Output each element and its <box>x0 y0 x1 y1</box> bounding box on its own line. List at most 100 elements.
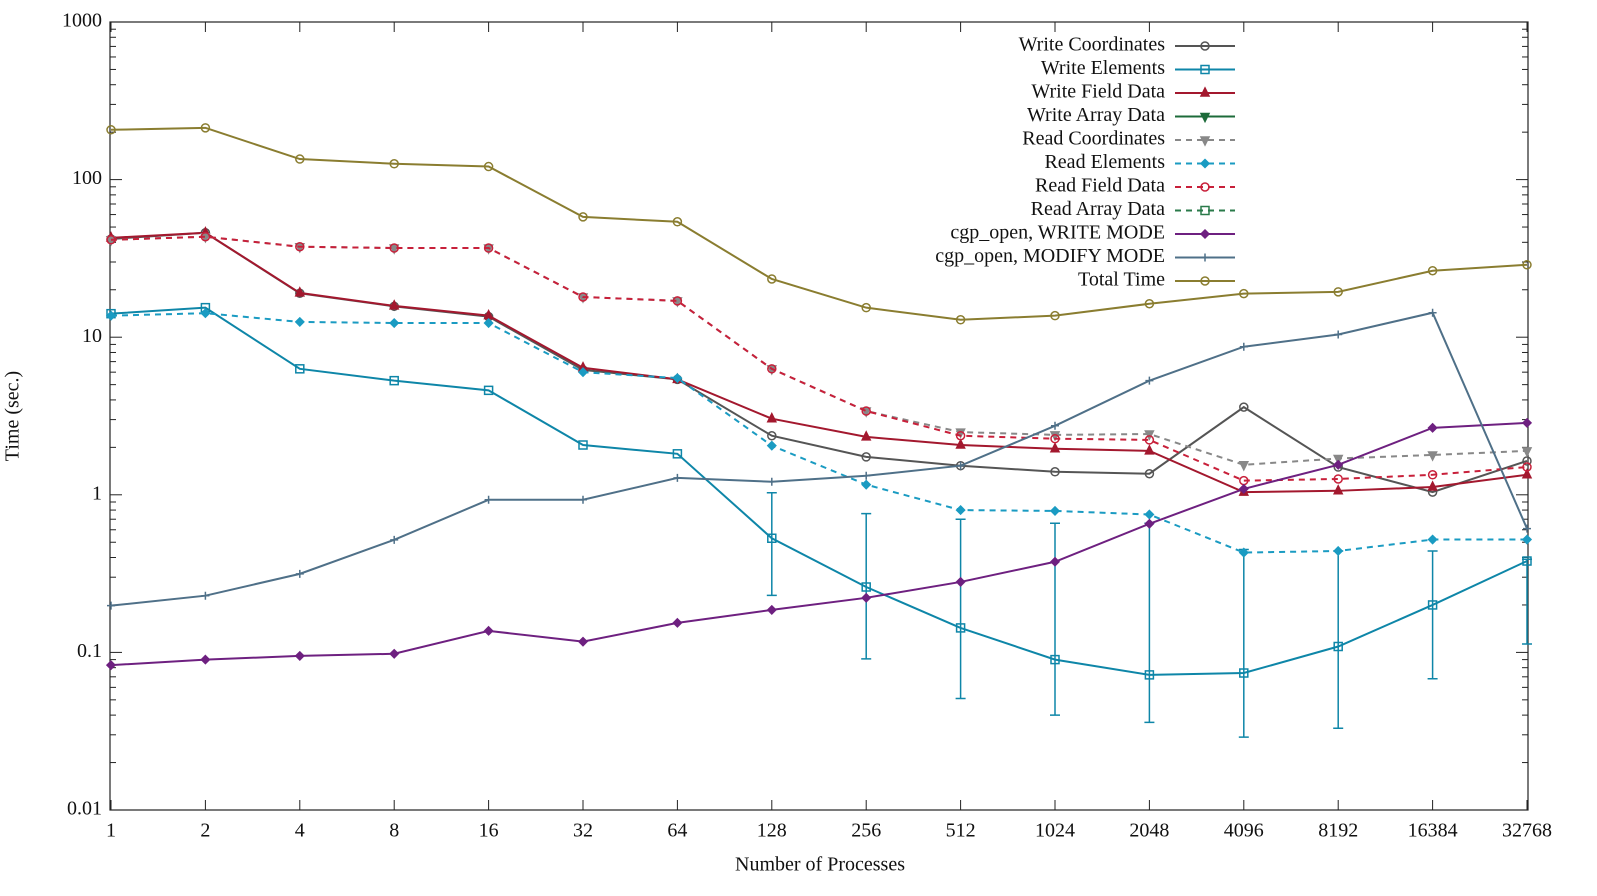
marker <box>1201 253 1209 262</box>
marker <box>200 123 211 133</box>
y-tick-label: 100 <box>72 167 102 189</box>
marker <box>1200 182 1210 192</box>
marker <box>107 601 115 610</box>
error-bar <box>1522 558 1532 645</box>
marker <box>389 243 399 253</box>
marker <box>1427 266 1438 276</box>
error-bar <box>1333 550 1344 730</box>
legend-label: Total Time <box>1078 269 1165 291</box>
marker <box>672 296 683 306</box>
marker <box>200 308 211 319</box>
marker <box>861 452 871 462</box>
marker <box>766 440 777 451</box>
series <box>106 231 1532 486</box>
marker <box>1049 442 1061 453</box>
x-tick-label: 512 <box>946 820 976 842</box>
marker <box>105 310 117 321</box>
marker <box>483 308 494 320</box>
marker <box>1050 654 1060 665</box>
marker <box>295 364 305 374</box>
marker <box>389 648 400 659</box>
marker <box>1334 330 1343 339</box>
marker <box>672 217 683 227</box>
series-line <box>110 311 1528 607</box>
legend-label: Write Elements <box>1041 57 1165 79</box>
legend-label: Write Field Data <box>1031 81 1165 103</box>
marker <box>1051 421 1059 430</box>
legend-label: Write Coordinates <box>1019 34 1166 56</box>
legend-label: Read Array Data <box>1031 198 1166 220</box>
series-line <box>110 126 1528 321</box>
error-bar <box>1427 550 1438 680</box>
marker <box>860 430 872 441</box>
marker <box>1521 534 1533 545</box>
marker <box>1199 158 1211 169</box>
marker <box>673 473 682 482</box>
series-line <box>110 235 1528 466</box>
marker <box>767 364 777 374</box>
x-tick-label: 16384 <box>1408 820 1458 842</box>
marker <box>1144 435 1155 445</box>
error-bar <box>1144 522 1155 724</box>
marker <box>955 438 966 449</box>
series <box>105 417 1533 671</box>
marker <box>483 317 494 329</box>
marker <box>1199 136 1211 147</box>
legend-label: Write Array Data <box>1027 104 1165 126</box>
marker <box>578 212 588 222</box>
marker <box>766 604 777 615</box>
marker <box>1522 260 1532 270</box>
marker <box>955 430 966 441</box>
marker <box>389 159 399 169</box>
series <box>106 302 1532 738</box>
marker <box>1200 64 1210 75</box>
marker <box>577 367 589 378</box>
marker <box>1238 461 1250 472</box>
marker <box>1427 451 1438 462</box>
marker <box>295 569 304 578</box>
marker <box>577 636 589 647</box>
marker <box>1239 342 1248 351</box>
marker <box>201 591 210 600</box>
marker <box>1521 417 1533 428</box>
x-tick-label: 8 <box>389 820 399 842</box>
error-bar <box>766 492 777 597</box>
marker <box>767 477 776 486</box>
marker <box>1239 668 1249 678</box>
marker <box>767 274 777 284</box>
marker <box>1239 288 1249 299</box>
marker <box>483 243 494 253</box>
series <box>105 308 1533 558</box>
x-tick-label: 4096 <box>1224 820 1264 842</box>
marker <box>578 440 588 450</box>
marker <box>106 235 116 245</box>
legend-label: Read Field Data <box>1035 175 1165 197</box>
marker <box>294 316 305 327</box>
marker <box>1144 518 1155 529</box>
marker <box>1199 112 1211 124</box>
marker <box>294 650 305 661</box>
marker <box>956 461 965 470</box>
marker <box>1049 556 1061 567</box>
marker <box>1333 459 1344 470</box>
marker <box>200 654 211 665</box>
marker <box>1200 276 1210 286</box>
marker <box>579 495 587 504</box>
marker <box>294 286 306 297</box>
marker <box>1333 474 1343 484</box>
x-tick-label: 16 <box>479 820 499 842</box>
marker <box>672 373 683 384</box>
marker <box>1332 484 1344 495</box>
marker <box>295 154 305 164</box>
marker <box>1199 228 1211 240</box>
marker <box>1239 402 1249 412</box>
y-tick-label: 0.1 <box>77 640 102 662</box>
marker <box>1428 308 1437 317</box>
marker <box>955 505 966 516</box>
marker <box>1333 641 1343 652</box>
marker <box>1144 299 1155 309</box>
marker <box>766 412 778 423</box>
marker <box>1521 447 1533 458</box>
marker <box>388 244 400 255</box>
y-tick-label: 10 <box>82 325 102 347</box>
